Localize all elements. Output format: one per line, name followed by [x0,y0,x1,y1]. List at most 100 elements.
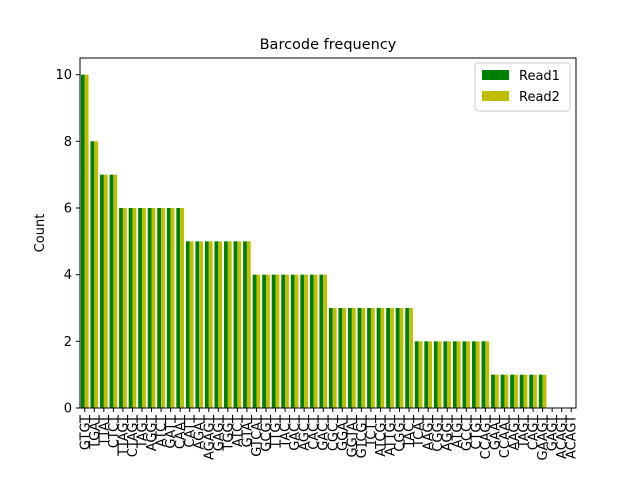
chart-title: Barcode frequency [260,37,397,53]
y-tick-label: 8 [64,135,72,150]
bar-read1-28 [348,308,352,408]
x-tick-label: TCTT [364,415,379,448]
x-tick-label: GGAT [336,415,351,451]
bar-read2-1 [94,141,99,408]
bar-read1-11 [185,241,190,408]
bar-read2-40 [466,341,471,408]
bar-read2-9 [170,208,175,408]
bar-read1-36 [424,341,429,408]
bar-read2-20 [275,274,280,408]
bar-read2-47 [533,374,537,408]
bar-read2-11 [189,241,194,408]
bar-read2-3 [113,174,118,408]
bar-read2-36 [428,341,432,408]
bar-read1-2 [100,174,104,408]
x-tick-label: GACT [288,415,303,451]
bar-read2-2 [103,174,108,408]
x-tick-label: TGAT [88,415,103,450]
bar-read1-14 [214,241,219,408]
bar-read2-39 [456,341,461,408]
y-tick-label: 0 [64,402,72,417]
bar-read1-15 [224,241,228,408]
bar-read1-7 [147,208,152,408]
x-tick-label: ATCT [231,415,246,447]
bar-read2-48 [542,374,547,408]
bar-read2-24 [313,274,318,408]
bar-read1-19 [262,274,266,408]
bar-read1-4 [119,208,123,408]
x-tick-label: ATCGT [374,415,389,457]
x-tick-label: CAGT [527,415,542,450]
x-tick-label: ACAGT [555,415,570,459]
bar-read1-35 [414,341,419,408]
bar-read1-30 [367,308,371,408]
x-tick-label: CCAGT [479,415,494,459]
bar-read2-23 [304,274,308,408]
x-tick-label: ATGT [450,415,465,448]
bar-read2-18 [256,274,261,408]
x-tick-label: GTCGT [355,415,370,458]
x-tick-label: AGCT [298,415,313,451]
legend-label-read1: Read1 [519,69,560,84]
bar-read2-42 [485,341,490,408]
bar-read1-39 [452,341,457,408]
bar-read2-4 [122,208,127,408]
bar-read1-16 [233,241,238,408]
y-tick-label: 6 [64,202,72,217]
bar-read1-42 [481,341,486,408]
x-tick-label: GACT [317,415,332,451]
bar-read2-19 [266,274,270,408]
legend-swatch-read2 [482,91,509,101]
x-tick-label: CAAT [174,415,189,449]
x-tick-label: CTAGT [126,415,141,457]
bar-read2-13 [208,241,213,408]
bar-read1-24 [309,274,314,408]
bar-read2-10 [180,208,184,408]
bar-read2-41 [475,341,480,408]
x-tick-label: AGAGT [202,415,217,460]
bar-read2-31 [380,308,385,408]
bar-read1-6 [138,208,142,408]
x-tick-label: TACT [279,415,294,449]
x-tick-label: CGGT [393,415,408,452]
y-axis-label: Count [33,214,48,253]
x-tick-label: CACT [307,415,322,450]
x-tick-label: GAAGT [536,415,551,461]
bar-read2-26 [332,308,337,408]
x-tick-label: CCAAT [498,415,513,458]
x-tick-label: ATTGT [384,415,399,456]
bar-read1-37 [433,341,438,408]
x-tick-label: GTGT [78,415,93,450]
bar-read2-45 [514,374,518,408]
bar-read2-22 [294,274,299,408]
bar-read1-20 [271,274,276,408]
x-tick-label: GAGT [212,415,227,451]
bar-read1-13 [204,241,209,408]
bar-read2-35 [418,341,423,408]
bar-read2-0 [84,74,89,409]
bar-read1-22 [290,274,295,408]
y-tick-label: 10 [55,68,72,83]
bar-read1-40 [462,341,467,408]
y-tick-label: 4 [64,268,72,283]
x-tick-label: CATT [183,415,198,448]
bar-read2-6 [142,208,146,408]
bar-read1-1 [90,141,95,408]
x-tick-label: AGGT [145,415,160,451]
bar-read2-8 [161,208,165,408]
bar-read2-14 [218,241,223,408]
bar-read2-29 [361,308,366,408]
legend-label-read2: Read2 [519,90,560,105]
x-tick-label: ACAGT [565,415,580,459]
bar-read1-8 [157,208,162,408]
bar-read2-33 [399,308,404,408]
x-tick-label: TACT [403,415,418,449]
y-tick-label: 2 [64,335,72,350]
legend: Read1 Read2 [474,62,571,112]
x-tick-label: TGGT [221,415,236,452]
x-tick-label: AGGT [441,415,456,451]
bar-read1-10 [176,208,181,408]
x-tick-label: AAGT [422,415,437,451]
x-tick-label: CGGT [431,415,446,452]
x-tick-label: GCGT [260,415,275,452]
